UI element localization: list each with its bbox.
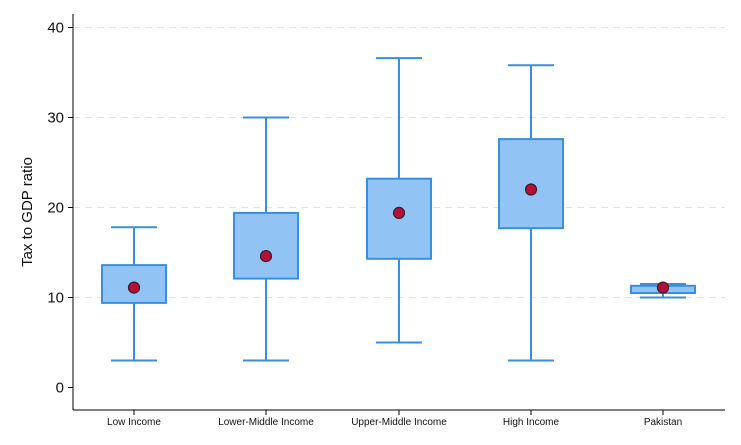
iqr-box (233, 211, 299, 280)
mean-marker (259, 250, 273, 263)
y-tick-label: 40 (47, 20, 64, 37)
mean-marker (524, 183, 538, 196)
box-group (630, 281, 696, 299)
y-tick-label: 20 (47, 200, 64, 217)
y-tick-label: 0 (56, 380, 64, 397)
y-axis: 0 10 20 30 40 (47, 14, 74, 410)
box-group (498, 64, 564, 362)
x-axis: Low Income Lower-Middle Income Upper-Middl… (73, 409, 725, 428)
box-group (101, 226, 167, 362)
mean-marker (127, 281, 141, 294)
x-tick-label: Pakistan (644, 417, 682, 428)
y-tick-label: 30 (47, 110, 64, 127)
box-group (366, 57, 432, 344)
y-tick-label: 10 (47, 290, 64, 307)
x-tick-label: Upper-Middle Income (351, 417, 447, 428)
boxes (101, 57, 696, 362)
x-tick-label: Low Income (107, 417, 161, 428)
box-group (233, 116, 299, 362)
x-tick-label: High Income (503, 417, 560, 428)
x-tick-label: Lower-Middle Income (218, 417, 314, 428)
mean-marker (392, 206, 406, 219)
mean-marker (656, 281, 670, 294)
y-axis-label: Tax to GDP ratio (19, 157, 36, 267)
